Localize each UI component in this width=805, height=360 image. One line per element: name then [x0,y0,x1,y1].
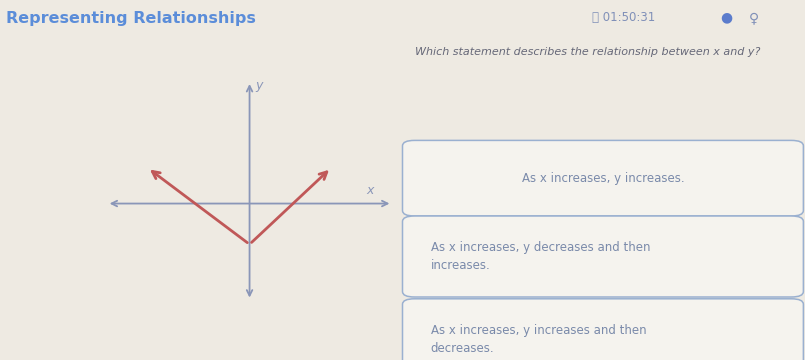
Text: ●: ● [720,11,733,25]
Text: decreases.: decreases. [431,342,494,355]
Text: ♀: ♀ [749,11,759,25]
Text: ⧖ 01:50:31: ⧖ 01:50:31 [592,11,655,24]
Text: As x increases, y decreases and then: As x increases, y decreases and then [431,241,650,254]
Text: Which statement describes the relationship between x and y?: Which statement describes the relationsh… [415,47,760,57]
Text: As x increases, y increases and then: As x increases, y increases and then [431,324,646,337]
Text: increases.: increases. [431,259,490,272]
Text: Representing Relationships: Representing Relationships [6,11,256,26]
Text: y: y [256,79,263,92]
Text: x: x [367,184,374,197]
Text: As x increases, y increases.: As x increases, y increases. [522,172,684,185]
